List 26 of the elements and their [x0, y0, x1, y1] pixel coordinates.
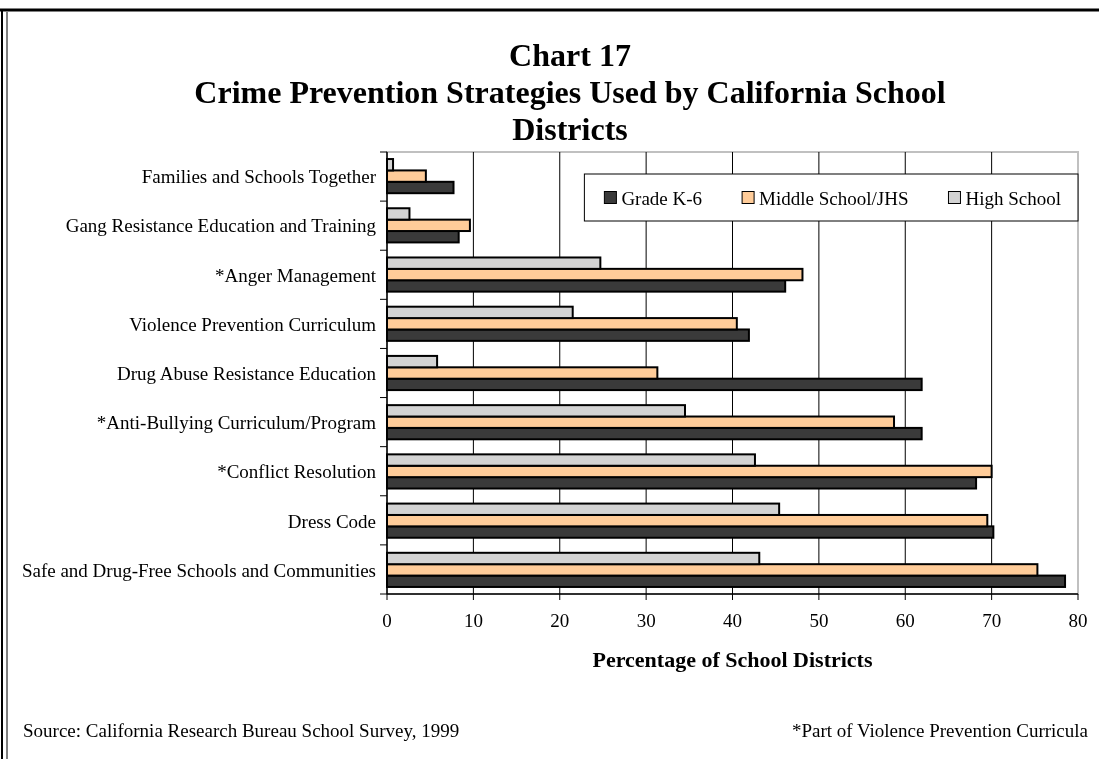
x-tick-label: 10	[463, 610, 483, 631]
x-tick-label: 40	[723, 610, 742, 631]
y-tick-label: Families and Schools Together	[141, 165, 377, 187]
text: *Part of Violence Prevention Curricula	[791, 720, 1089, 741]
y-tick-label: Violence Prevention Curriculum	[129, 313, 377, 335]
x-axis-title: Percentage of School Districts	[592, 647, 873, 672]
y-tick-label: *Anger Management	[215, 264, 377, 286]
y-tick-label: Safe and Drug-Free Schools and Communities	[21, 559, 376, 581]
chart-title: Chart 17	[509, 37, 631, 73]
x-tick-label: 80	[1068, 610, 1088, 631]
y-tick-label: Drug Abuse Resistance Education	[116, 362, 377, 384]
x-tick-label: 30	[636, 610, 656, 631]
x-tick-label: 70	[982, 610, 1002, 631]
y-tick-label: Gang Resistance Education and Training	[65, 214, 377, 236]
x-tick-label: 50	[809, 610, 829, 631]
x-tick-label: 60	[895, 610, 915, 631]
x-tick-label: 20	[550, 610, 570, 631]
y-tick-label: Dress Code	[287, 510, 376, 532]
legend-label: Middle School/JHS	[759, 187, 909, 208]
x-tick-label: 0	[382, 610, 392, 631]
legend-label: High School	[965, 187, 1061, 208]
source-note: Source: California Research Bureau School Survey, 1999	[23, 720, 460, 741]
chart-subtitle: Crime Prevention Strategies Used by California School Districts	[194, 74, 946, 147]
legend-label: Grade K-6	[621, 187, 703, 208]
y-tick-label: *Conflict Resolution	[217, 460, 377, 482]
y-tick-label: *Anti-Bullying Curriculum/Program	[96, 411, 377, 433]
